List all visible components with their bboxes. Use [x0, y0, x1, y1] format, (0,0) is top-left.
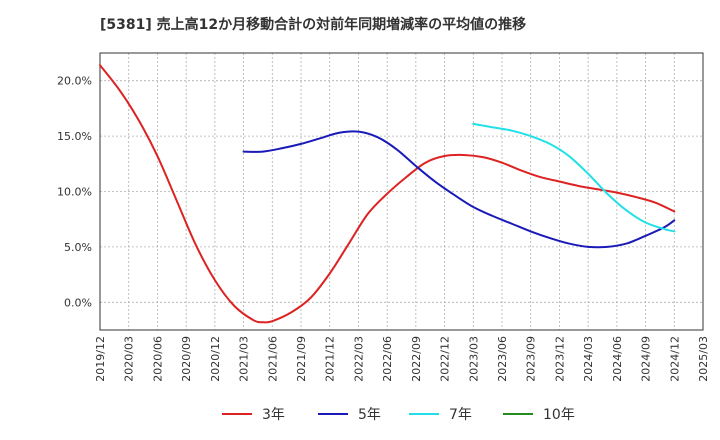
x-axis-ticks: 2019/12 2020/03 2020/06 2020/09 2020/12 2021/… [94, 336, 710, 382]
chart-title: [5381] 売上高12か月移動合計の対前年同期増減率の平均値の推移 [100, 17, 527, 33]
x-tick-label: 2021/06 [266, 336, 279, 382]
legend-label-3年: 3年 [262, 407, 285, 423]
x-tick-label: 2023/09 [525, 336, 538, 382]
legend-label-10年: 10年 [543, 407, 575, 423]
x-tick-label: 2024/12 [668, 336, 681, 382]
y-axis-ticks: 0.0% 5.0% 10.0% 15.0% 20.0% [57, 75, 92, 310]
legend-label-5年: 5年 [358, 407, 381, 423]
x-tick-label: 2022/06 [381, 336, 394, 382]
x-tick-label: 2021/12 [324, 336, 337, 382]
series-line-5年 [242, 130, 676, 249]
series-layer [99, 64, 676, 324]
x-tick-label: 2022/12 [439, 336, 452, 382]
x-tick-label: 2020/06 [151, 336, 164, 382]
x-tick-label: 2022/03 [352, 336, 365, 382]
x-tick-label: 2021/09 [295, 336, 308, 382]
x-tick-label: 2021/03 [238, 336, 251, 382]
x-tick-label: 2019/12 [94, 336, 107, 382]
y-tick-label: 5.0% [64, 241, 92, 254]
x-tick-label: 2023/03 [467, 336, 480, 382]
legend-label-7年: 7年 [449, 407, 472, 423]
x-tick-label: 2020/12 [209, 336, 222, 382]
plot-area-border [99, 52, 704, 331]
series-line-3年 [99, 64, 676, 324]
x-tick-label: 2022/09 [410, 336, 423, 382]
legend: 3年 5年 7年 10年 [222, 407, 575, 423]
x-tick-label: 2024/03 [582, 336, 595, 382]
x-tick-label: 2023/12 [553, 336, 566, 382]
y-tick-label: 20.0% [57, 75, 92, 88]
y-tick-label: 10.0% [57, 186, 92, 199]
grid [99, 53, 704, 330]
y-tick-label: 0.0% [64, 296, 92, 309]
x-tick-label: 2020/09 [180, 336, 193, 382]
series-line-7年 [472, 122, 676, 233]
x-tick-label: 2025/03 [697, 336, 710, 382]
x-tick-label: 2024/06 [611, 336, 624, 382]
x-tick-label: 2020/03 [123, 336, 136, 382]
x-tick-label: 2024/09 [640, 336, 653, 382]
x-tick-label: 2023/06 [496, 336, 509, 382]
y-tick-label: 15.0% [57, 130, 92, 143]
